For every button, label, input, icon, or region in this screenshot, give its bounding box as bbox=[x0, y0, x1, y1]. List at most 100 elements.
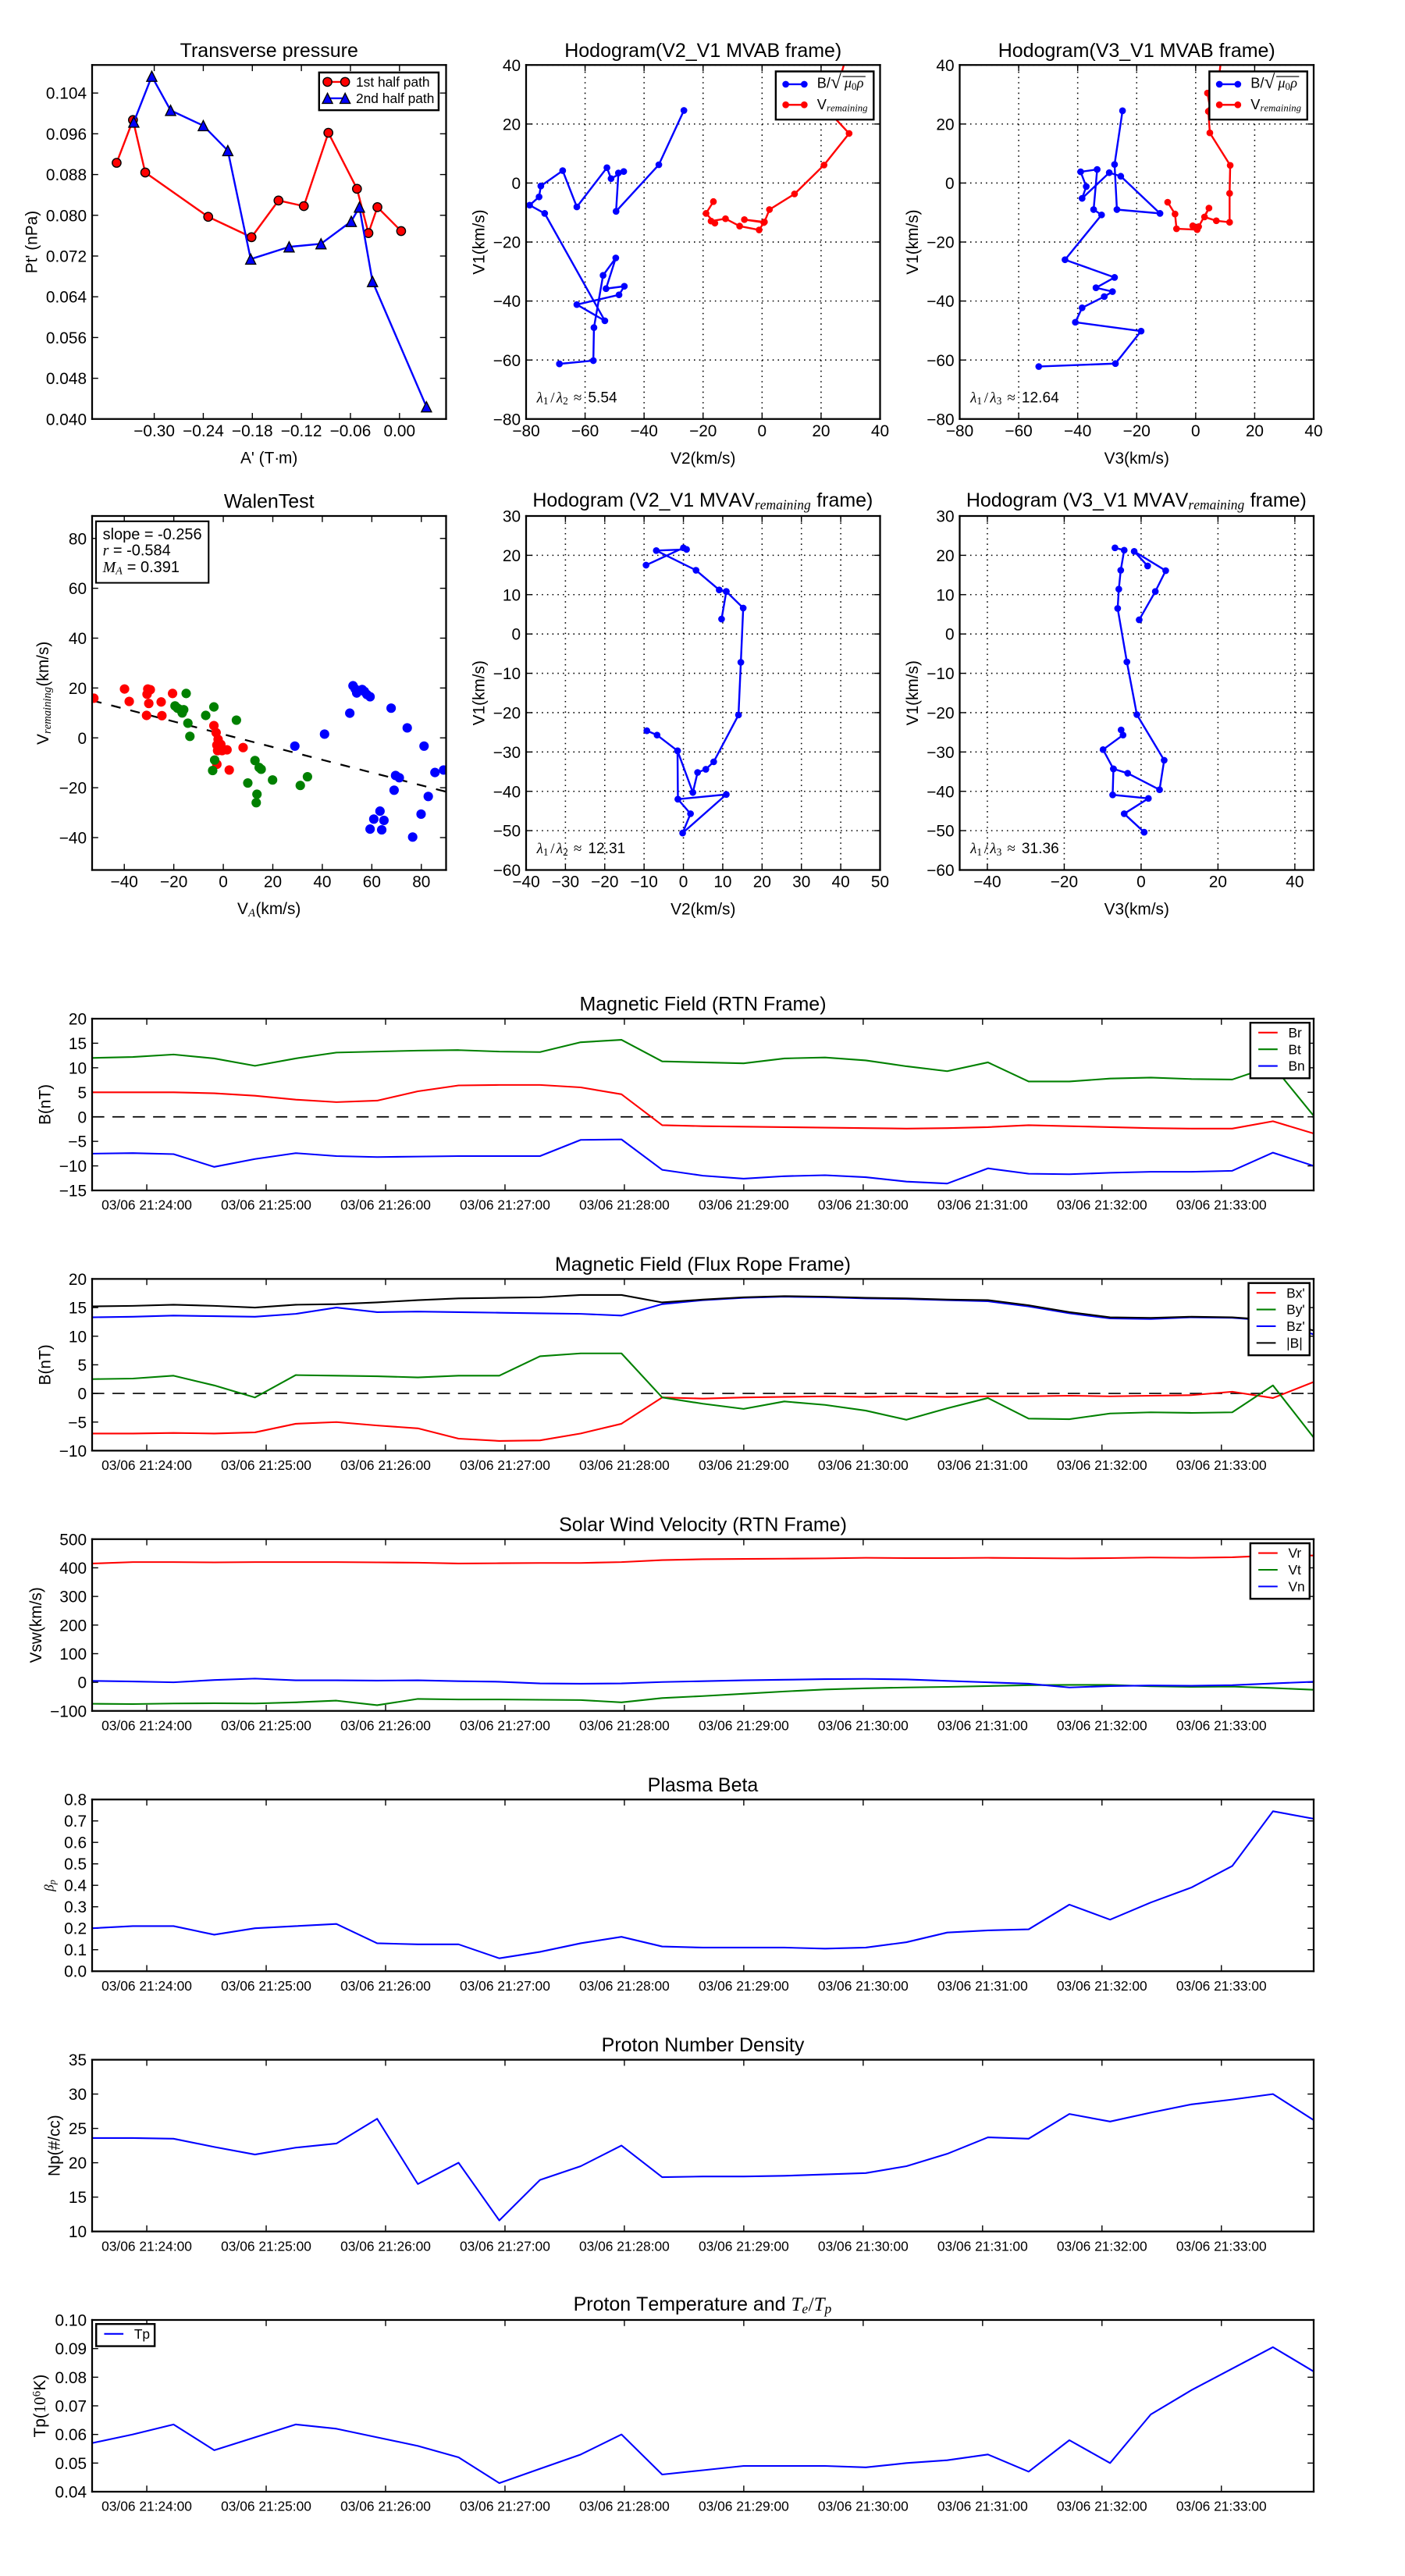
svg-text:03/06 21:28:00: 03/06 21:28:00 bbox=[579, 1978, 670, 1994]
svg-text:5: 5 bbox=[77, 1357, 87, 1375]
svg-text:−80: −80 bbox=[512, 422, 539, 440]
svg-text:B(nT): B(nT) bbox=[36, 1084, 54, 1125]
svg-text:−10: −10 bbox=[59, 1158, 87, 1176]
svg-text:V1(km/s): V1(km/s) bbox=[470, 209, 488, 274]
svg-text:20: 20 bbox=[503, 116, 521, 133]
svg-text:Vt: Vt bbox=[1288, 1562, 1301, 1578]
svg-text:0.064: 0.064 bbox=[46, 289, 87, 307]
svg-text:−20: −20 bbox=[59, 780, 87, 798]
svg-text:03/06 21:26:00: 03/06 21:26:00 bbox=[340, 2499, 431, 2514]
svg-text:Pt' (nPa): Pt' (nPa) bbox=[23, 211, 41, 273]
svg-text:03/06 21:33:00: 03/06 21:33:00 bbox=[1176, 1457, 1267, 1473]
svg-text:200: 200 bbox=[59, 1617, 87, 1635]
svg-text:0: 0 bbox=[679, 873, 688, 891]
svg-text:V1(km/s): V1(km/s) bbox=[470, 660, 488, 725]
svg-text:−20: −20 bbox=[1051, 873, 1078, 891]
svg-text:λ λ 1 2: λ λ 1 2 / ≈ 1 2 . 3 1 bbox=[536, 834, 626, 861]
svg-text:A ' (: A ' ( T m ) · bbox=[240, 444, 303, 468]
svg-text:03/06 21:26:00: 03/06 21:26:00 bbox=[340, 1978, 431, 1994]
svg-text:−80: −80 bbox=[946, 422, 973, 440]
svg-text:Proton Number Density: Proton Number Density bbox=[602, 2034, 805, 2056]
svg-text:20: 20 bbox=[936, 547, 954, 565]
svg-text:03/06 21:30:00: 03/06 21:30:00 bbox=[818, 1457, 909, 1473]
svg-text:03/06 21:28:00: 03/06 21:28:00 bbox=[579, 1197, 670, 1213]
svg-text:−20: −20 bbox=[927, 234, 954, 252]
svg-text:0.1: 0.1 bbox=[64, 1941, 87, 1959]
svg-text:03/06 21:27:00: 03/06 21:27:00 bbox=[460, 1718, 550, 1734]
svg-text:03/06 21:26:00: 03/06 21:26:00 bbox=[340, 2238, 431, 2254]
svg-text:−10: −10 bbox=[59, 1443, 87, 1461]
svg-text:Magnetic Field (Flux Rope Fram: Magnetic Field (Flux Rope Frame) bbox=[555, 1254, 851, 1276]
svg-text:03/06 21:27:00: 03/06 21:27:00 bbox=[460, 1978, 550, 1994]
svg-text:40: 40 bbox=[936, 57, 954, 75]
svg-text:−40: −40 bbox=[493, 293, 521, 311]
svg-text:0.2: 0.2 bbox=[64, 1920, 87, 1938]
svg-text:20: 20 bbox=[1246, 422, 1264, 440]
svg-text:20: 20 bbox=[69, 1011, 87, 1029]
svg-text:−0.30: −0.30 bbox=[133, 422, 175, 440]
svg-text:λ λ 1 3: λ λ 1 3 / ≈ 1 2 . 6 4 bbox=[969, 384, 1059, 411]
svg-text:−0.18: −0.18 bbox=[232, 422, 273, 440]
svg-text:−60: −60 bbox=[927, 862, 954, 880]
svg-text:03/06 21:27:00: 03/06 21:27:00 bbox=[460, 2499, 550, 2514]
svg-text:20: 20 bbox=[264, 873, 282, 891]
svg-text:Vsw(km/s): Vsw(km/s) bbox=[27, 1587, 45, 1663]
svg-text:03/06 21:33:00: 03/06 21:33:00 bbox=[1176, 2499, 1267, 2514]
svg-text:03/06 21:25:00: 03/06 21:25:00 bbox=[221, 1978, 311, 1994]
svg-text:50: 50 bbox=[871, 873, 889, 891]
svg-text:03/06 21:33:00: 03/06 21:33:00 bbox=[1176, 1718, 1267, 1734]
svg-text:03/06 21:31:00: 03/06 21:31:00 bbox=[937, 2499, 1028, 2514]
svg-text:Transverse pressure: Transverse pressure bbox=[180, 40, 358, 62]
svg-text:V1(km/s): V1(km/s) bbox=[904, 209, 922, 274]
svg-text:−40: −40 bbox=[1064, 422, 1091, 440]
svg-text:35: 35 bbox=[69, 2051, 87, 2069]
svg-text:20: 20 bbox=[812, 422, 830, 440]
svg-text:0.048: 0.048 bbox=[46, 370, 87, 388]
svg-text:10: 10 bbox=[69, 1328, 87, 1346]
svg-text:−40: −40 bbox=[973, 873, 1001, 891]
svg-text:0.0: 0.0 bbox=[64, 1963, 87, 1981]
svg-text:30: 30 bbox=[936, 508, 954, 526]
svg-text:−20: −20 bbox=[591, 873, 618, 891]
svg-text:λ λ 1 2: λ λ 1 2 / ≈ 5 . 5 4 bbox=[536, 384, 617, 411]
svg-text:0.040: 0.040 bbox=[46, 411, 87, 429]
svg-text:V3(km/s): V3(km/s) bbox=[1104, 450, 1169, 468]
svg-text:20: 20 bbox=[69, 1271, 87, 1289]
svg-text:03/06 21:28:00: 03/06 21:28:00 bbox=[579, 1457, 670, 1473]
svg-text:10: 10 bbox=[503, 586, 521, 604]
svg-text:B(nT): B(nT) bbox=[36, 1344, 54, 1385]
svg-text:15: 15 bbox=[69, 1300, 87, 1318]
svg-text:20: 20 bbox=[69, 680, 87, 698]
svg-text:03/06 21:29:00: 03/06 21:29:00 bbox=[699, 1197, 789, 1213]
svg-text:03/06 21:27:00: 03/06 21:27:00 bbox=[460, 2238, 550, 2254]
svg-text:100: 100 bbox=[59, 1646, 87, 1663]
svg-text:Bz': Bz' bbox=[1286, 1318, 1305, 1334]
svg-text:03/06 21:28:00: 03/06 21:28:00 bbox=[579, 2238, 670, 2254]
svg-text:0: 0 bbox=[1136, 873, 1146, 891]
svg-text:−60: −60 bbox=[927, 352, 954, 370]
svg-text:03/06 21:32:00: 03/06 21:32:00 bbox=[1057, 1718, 1147, 1734]
svg-text:03/06 21:25:00: 03/06 21:25:00 bbox=[221, 1718, 311, 1734]
svg-text:10: 10 bbox=[713, 873, 731, 891]
svg-text:03/06 21:26:00: 03/06 21:26:00 bbox=[340, 1718, 431, 1734]
svg-text:−60: −60 bbox=[571, 422, 599, 440]
svg-text:03/06 21:30:00: 03/06 21:30:00 bbox=[818, 2238, 909, 2254]
svg-text:03/06 21:30:00: 03/06 21:30:00 bbox=[818, 1978, 909, 1994]
svg-text:0.5: 0.5 bbox=[64, 1856, 87, 1873]
svg-text:Vr: Vr bbox=[1288, 1546, 1301, 1561]
svg-text:−50: −50 bbox=[493, 823, 521, 841]
svg-text:V2(km/s): V2(km/s) bbox=[670, 901, 735, 919]
svg-text:−20: −20 bbox=[927, 704, 954, 722]
svg-text:03/06 21:25:00: 03/06 21:25:00 bbox=[221, 1457, 311, 1473]
svg-text:10: 10 bbox=[69, 1059, 87, 1077]
svg-text:Br: Br bbox=[1288, 1025, 1302, 1041]
svg-text:−100: −100 bbox=[50, 1703, 87, 1720]
svg-text:slope = -0.256: slope = -0.256 bbox=[103, 526, 202, 543]
svg-text:0: 0 bbox=[77, 1108, 87, 1126]
svg-text:03/06 21:31:00: 03/06 21:31:00 bbox=[937, 2238, 1028, 2254]
svg-text:15: 15 bbox=[69, 2189, 87, 2207]
svg-text:−30: −30 bbox=[493, 744, 521, 762]
svg-text:40: 40 bbox=[1286, 873, 1304, 891]
svg-text:10: 10 bbox=[936, 586, 954, 604]
svg-text:−10: −10 bbox=[630, 873, 657, 891]
